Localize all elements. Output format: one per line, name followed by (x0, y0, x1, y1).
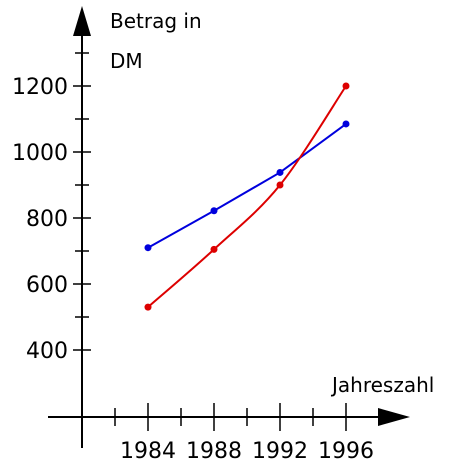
y-axis-title-line2: DM (110, 49, 143, 73)
x-axis-title: Jahreszahl (330, 373, 434, 397)
series-2-line (147, 85, 347, 308)
x-axis-arrow (378, 408, 410, 426)
x-tick-label: 1996 (318, 439, 374, 464)
series-1-line (147, 123, 347, 249)
series-2-point (144, 303, 152, 311)
tick-labels: 400 600 800 1000 1200 1984 1988 1992 1996 (12, 75, 374, 464)
y-tick-label: 800 (26, 207, 68, 232)
series-1-point (210, 207, 218, 215)
series-1-point (342, 120, 350, 128)
series-2-point (342, 82, 350, 90)
series-2-point (276, 181, 284, 189)
y-axis-arrow (73, 6, 91, 36)
y-tick-label: 400 (26, 339, 68, 364)
axes (48, 6, 410, 448)
y-tick-label: 1200 (12, 75, 68, 100)
series-2-point (210, 245, 218, 253)
series-layer (144, 82, 350, 311)
y-tick-label: 600 (26, 273, 68, 298)
series-1-point (144, 244, 152, 252)
tick-marks (73, 52, 347, 431)
x-tick-label: 1988 (186, 439, 242, 464)
y-tick-label: 1000 (12, 141, 68, 166)
series-1-point (276, 168, 284, 176)
x-tick-label: 1992 (252, 439, 308, 464)
x-tick-label: 1984 (120, 439, 176, 464)
y-axis-title-line1: Betrag in (110, 9, 202, 33)
